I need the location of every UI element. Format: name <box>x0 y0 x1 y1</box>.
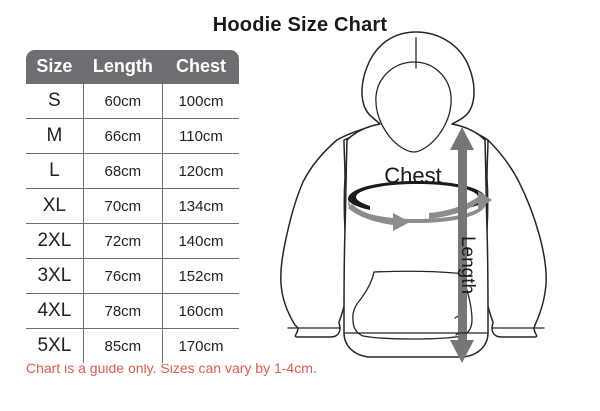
svg-text:Length: Length <box>457 236 478 294</box>
svg-text:Chest: Chest <box>384 163 441 188</box>
